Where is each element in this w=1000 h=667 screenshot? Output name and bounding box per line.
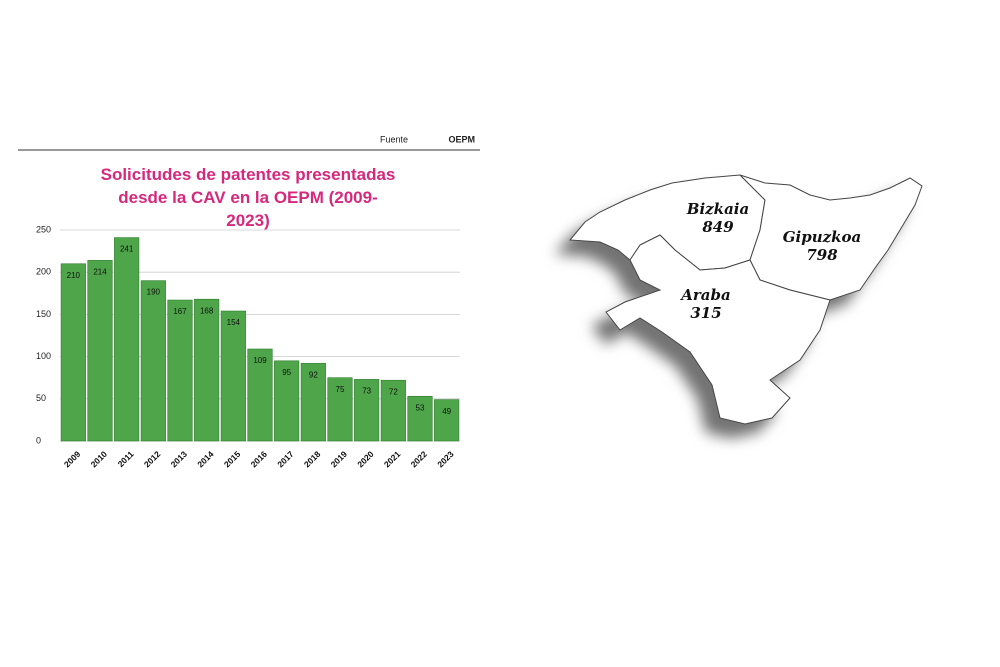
- value-label: 72: [389, 387, 398, 396]
- x-tick-label: 2021: [382, 449, 403, 470]
- x-tick-label: 2020: [355, 449, 376, 470]
- value-label: 154: [227, 318, 241, 327]
- bar: [194, 298, 220, 442]
- region-value: 849: [702, 218, 734, 236]
- value-label: 241: [120, 245, 134, 254]
- value-label: 109: [253, 356, 267, 365]
- x-tick-label: 2019: [329, 449, 350, 470]
- value-label: 168: [200, 306, 214, 315]
- source-label: Fuente: [380, 134, 408, 144]
- x-tick-label: 2017: [275, 449, 296, 470]
- y-tick-label: 50: [36, 393, 46, 403]
- x-tick-label: 2014: [195, 449, 216, 470]
- x-tick-label: 2016: [249, 449, 270, 470]
- value-label: 95: [282, 368, 291, 377]
- value-label: 53: [416, 403, 425, 412]
- source-name: OEPM: [448, 134, 475, 144]
- bar: [407, 395, 433, 442]
- x-tick-label: 2010: [89, 449, 110, 470]
- x-tick-label: 2009: [62, 449, 83, 470]
- value-label: 214: [93, 267, 107, 276]
- bar: [380, 379, 406, 442]
- region: [605, 234, 831, 425]
- bar: [434, 399, 460, 442]
- bar: [247, 348, 273, 442]
- bar: [327, 377, 353, 442]
- y-tick-label: 250: [36, 224, 51, 234]
- value-label: 49: [442, 407, 451, 416]
- bar: [60, 263, 86, 442]
- x-tick-label: 2015: [222, 449, 243, 470]
- x-tick-label: 2012: [142, 449, 163, 470]
- region-name: Bizkaia: [686, 200, 749, 218]
- value-label: 92: [309, 370, 318, 379]
- x-tick-label: 2013: [169, 449, 190, 470]
- bar: [300, 363, 326, 442]
- map: [568, 174, 923, 425]
- value-label: 210: [67, 271, 81, 280]
- y-tick-label: 150: [36, 309, 51, 319]
- region-name: Gipuzkoa: [783, 228, 862, 246]
- region-name: Araba: [679, 286, 730, 304]
- value-label: 75: [336, 385, 345, 394]
- x-tick-label: 2023: [435, 449, 456, 470]
- bar: [354, 379, 380, 442]
- bar: [220, 310, 246, 442]
- x-tick-label: 2011: [116, 449, 136, 469]
- value-label: 167: [173, 307, 187, 316]
- bar: [140, 280, 166, 442]
- y-tick-label: 200: [36, 267, 51, 277]
- region-value: 798: [806, 246, 838, 264]
- bar: [274, 360, 300, 442]
- chart-title: Solicitudes de patentes presentadas desd…: [100, 165, 396, 230]
- bar: [87, 260, 113, 442]
- value-label: 190: [147, 288, 161, 297]
- x-tick-label: 2018: [302, 449, 323, 470]
- y-tick-label: 100: [36, 351, 51, 361]
- region-value: 315: [690, 304, 721, 322]
- value-label: 73: [362, 386, 371, 395]
- y-tick-label: 0: [36, 435, 41, 445]
- x-tick-label: 2022: [409, 449, 430, 470]
- bar: [167, 299, 193, 442]
- bar: [114, 237, 140, 442]
